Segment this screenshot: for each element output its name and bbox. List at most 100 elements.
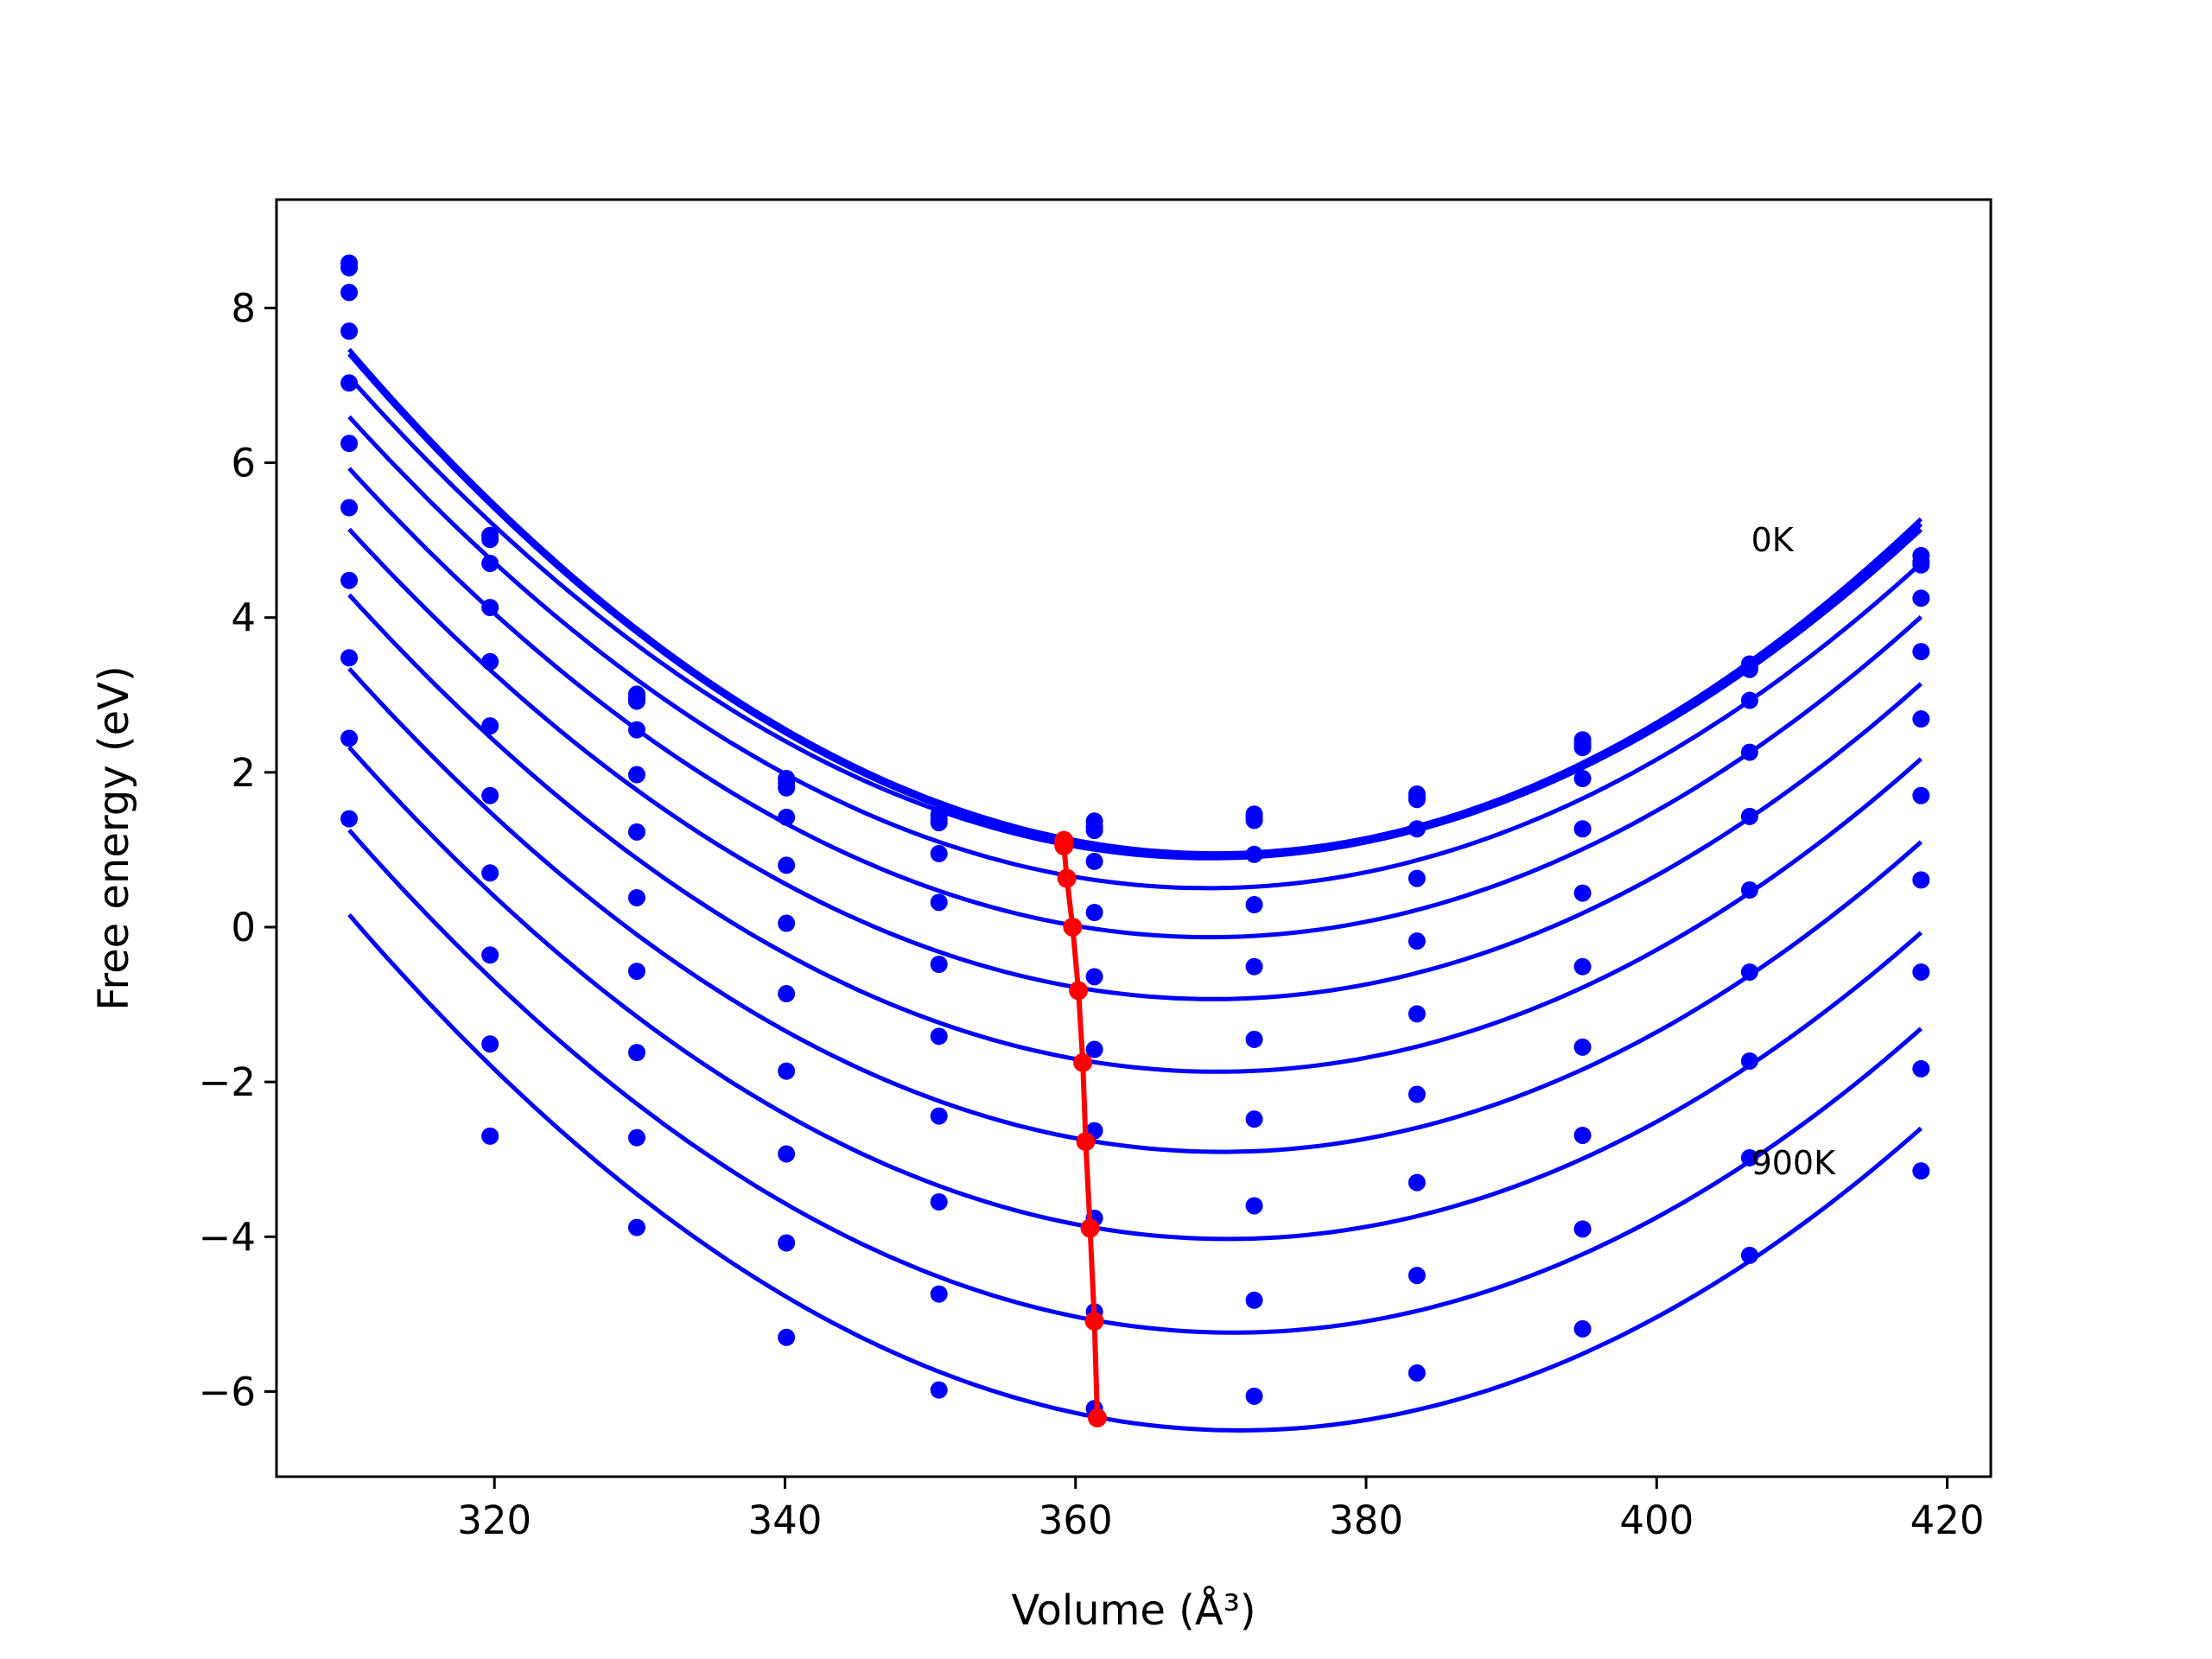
data-point: [627, 1128, 645, 1147]
fit-curve: [347, 415, 1923, 891]
minimum-point: [1080, 1218, 1100, 1238]
data-point: [1573, 739, 1592, 757]
y-tick-label: 0: [231, 905, 256, 950]
fit-curves: [347, 347, 1923, 1433]
minimum-point: [1054, 836, 1074, 855]
data-point: [1912, 871, 1930, 889]
data-point: [1245, 811, 1263, 830]
data-point: [481, 864, 499, 882]
data-point: [1245, 957, 1263, 976]
data-point: [1085, 852, 1103, 870]
fit-curve: [347, 347, 1923, 856]
data-point: [627, 888, 645, 906]
minimum-point: [1087, 1408, 1107, 1427]
data-point: [481, 1127, 499, 1145]
data-point: [1408, 1267, 1426, 1285]
data-point: [1912, 556, 1930, 574]
data-point: [340, 374, 359, 392]
data-point: [1573, 957, 1592, 976]
data-point: [627, 823, 645, 841]
data-point: [930, 893, 948, 912]
plot-area: [340, 254, 1930, 1433]
data-point: [340, 649, 359, 667]
data-point: [1912, 710, 1930, 728]
data-point: [481, 599, 499, 617]
x-tick-label: 360: [1039, 1497, 1113, 1543]
data-point: [1245, 1030, 1263, 1048]
data-point: [1740, 1148, 1758, 1166]
data-point: [627, 1044, 645, 1062]
data-point: [1740, 881, 1758, 899]
axes-frame: [275, 198, 1993, 1478]
data-point: [930, 956, 948, 974]
data-point: [930, 1027, 948, 1046]
data-point: [1912, 1059, 1930, 1077]
minimum-point: [1076, 1132, 1096, 1152]
data-point: [778, 985, 796, 1003]
data-point: [1912, 643, 1930, 661]
y-tick-label: −6: [199, 1369, 256, 1414]
minimum-point: [1069, 981, 1089, 1001]
data-point: [627, 1218, 645, 1236]
data-point: [1408, 820, 1426, 838]
data-point: [340, 258, 359, 276]
fit-curve: [347, 667, 1923, 1154]
data-point: [1085, 903, 1103, 921]
data-point: [340, 810, 359, 828]
data-point: [778, 1328, 796, 1346]
data-point: [1573, 1319, 1592, 1338]
data-point: [1740, 743, 1758, 761]
data-point: [1740, 807, 1758, 825]
data-point: [1245, 1197, 1263, 1215]
fit-curve: [347, 912, 1923, 1433]
data-point: [340, 435, 359, 453]
fit-curve: [347, 593, 1923, 1074]
data-point: [930, 844, 948, 862]
data-point: [340, 729, 359, 747]
data-point: [930, 1381, 948, 1399]
minimum-point: [1057, 868, 1077, 888]
y-tick-label: 6: [231, 441, 256, 486]
data-point: [1245, 896, 1263, 914]
data-point: [481, 652, 499, 671]
fit-curve: [347, 746, 1923, 1242]
y-tick-label: −2: [199, 1059, 256, 1105]
x-tick-label: 400: [1619, 1497, 1694, 1543]
data-point: [1912, 1162, 1930, 1180]
minimum-point: [1063, 918, 1083, 938]
data-point: [778, 808, 796, 826]
y-axis-label: Free energy (eV): [90, 665, 138, 1010]
y-tick-label: 8: [231, 285, 256, 331]
data-point: [1245, 1291, 1263, 1309]
data-point: [1740, 660, 1758, 678]
x-tick-label: 380: [1329, 1497, 1403, 1543]
y-axis-ticks: −6 −4 −2 0 2 4 6 8: [199, 285, 276, 1414]
data-point: [1912, 963, 1930, 981]
fit-curve: [347, 527, 1923, 1001]
data-point: [1408, 1173, 1426, 1192]
x-tick-label: 320: [457, 1497, 531, 1543]
fit-curve: [347, 828, 1923, 1335]
data-point: [1408, 1005, 1426, 1023]
data-point: [340, 499, 359, 517]
data-point: [481, 786, 499, 804]
data-point: [1740, 1052, 1758, 1070]
data-point: [1408, 932, 1426, 950]
y-tick-label: −4: [199, 1214, 256, 1260]
x-tick-label: 420: [1910, 1497, 1985, 1543]
data-points: [340, 254, 1930, 1418]
data-point: [340, 322, 359, 340]
minimum-point: [1084, 1311, 1104, 1331]
x-tick-label: 340: [748, 1497, 823, 1543]
x-axis-ticks: 320 340 360 380 400 420: [457, 1477, 1985, 1543]
fit-curve: [347, 467, 1923, 940]
data-point: [1408, 869, 1426, 887]
data-point: [1085, 1040, 1103, 1058]
data-point: [1085, 968, 1103, 986]
data-point: [1740, 963, 1758, 981]
data-point: [1573, 884, 1592, 902]
data-point: [1573, 1038, 1592, 1056]
annotations: 0K 900K: [1751, 521, 1837, 1182]
data-point: [778, 1145, 796, 1163]
